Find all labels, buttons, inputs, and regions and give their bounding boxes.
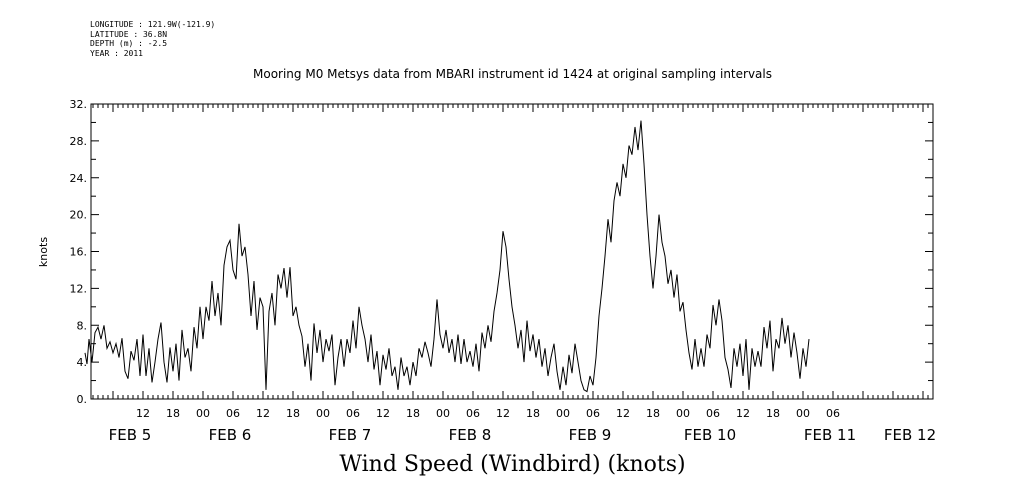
x-hour-label: 12 (136, 407, 150, 420)
y-tick-label: 20. (70, 209, 88, 222)
x-hour-label: 06 (706, 407, 720, 420)
x-day-label: FEB 12 (884, 426, 936, 444)
depth-text: DEPTH (m) : -2.5 (90, 39, 168, 48)
y-tick-label: 28. (70, 135, 88, 148)
x-hour-label: 18 (526, 407, 540, 420)
x-hour-label: 18 (646, 407, 660, 420)
x-hour-label: 18 (166, 407, 180, 420)
x-day-label: FEB 6 (209, 426, 252, 444)
x-hour-label: 00 (436, 407, 450, 420)
x-hour-label: 12 (376, 407, 390, 420)
x-hour-label: 00 (796, 407, 810, 420)
x-hour-label: 18 (766, 407, 780, 420)
x-hour-label: 06 (466, 407, 480, 420)
x-hour-label: 12 (256, 407, 270, 420)
x-hour-label: 00 (316, 407, 330, 420)
x-hour-label: 00 (556, 407, 570, 420)
year-text: YEAR : 2011 (90, 48, 143, 58)
x-hour-label: 12 (616, 407, 630, 420)
y-tick-label: 24. (70, 172, 88, 185)
x-hour-label: 12 (736, 407, 750, 420)
y-tick-label: 12. (70, 282, 88, 295)
x-hour-label: 12 (496, 407, 510, 420)
y-tick-label: 16. (70, 246, 88, 259)
y-tick-label: 4. (77, 356, 88, 369)
longitude-text: LONGITUDE : 121.9W(-121.9) (90, 20, 216, 29)
wind-speed-chart: knots 0.4.8.12.16.20.24.28.32. 12 18 00 06 1… (37, 98, 936, 444)
x-day-label: FEB 9 (569, 426, 612, 444)
x-day-label: FEB 10 (684, 426, 736, 444)
y-tick-label: 0. (77, 393, 88, 406)
x-hour-label: 06 (226, 407, 240, 420)
x-day-label: FEB 8 (449, 426, 492, 444)
x-tick-labels: 12 18 00 06 12 18 00 06 12 18 00 06 12 18 00 06 12 18 00 06… (136, 407, 840, 420)
plot-frame (90, 103, 934, 400)
chart-title: Mooring M0 Metsys data from MBARI instru… (253, 67, 772, 81)
y-tick-label: 32. (70, 98, 88, 111)
y-tick-labels: 0. 4. 8. 12. 16. 20. 24. 28. 32. (70, 98, 88, 406)
axis-ticks (91, 103, 933, 400)
x-hour-label: 06 (826, 407, 840, 420)
y-axis-label: knots (37, 237, 50, 267)
x-hour-label: 06 (346, 407, 360, 420)
latitude-text: LATITUDE : 36.8N (90, 29, 168, 39)
x-hour-label: 06 (586, 407, 600, 420)
x-axis-title: Wind Speed (Windbird) (knots) (339, 452, 686, 477)
y-tick-label: 8. (77, 319, 88, 332)
wind-speed-line (84, 120, 810, 393)
x-day-label: FEB 5 (109, 426, 152, 444)
mooring-metadata: LONGITUDE : 121.9W(-121.9) LATITUDE : 36… (90, 20, 215, 58)
x-hour-label: 18 (286, 407, 300, 420)
x-day-label: FEB 11 (804, 426, 856, 444)
x-hour-label: 00 (676, 407, 690, 420)
x-day-label: FEB 7 (329, 426, 372, 444)
x-day-labels: FEB 5 FEB 6 FEB 7 FEB 8 FEB 9 FEB 10 FEB 11 FEB… (109, 426, 936, 444)
x-hour-label: 18 (406, 407, 420, 420)
x-hour-label: 00 (196, 407, 210, 420)
